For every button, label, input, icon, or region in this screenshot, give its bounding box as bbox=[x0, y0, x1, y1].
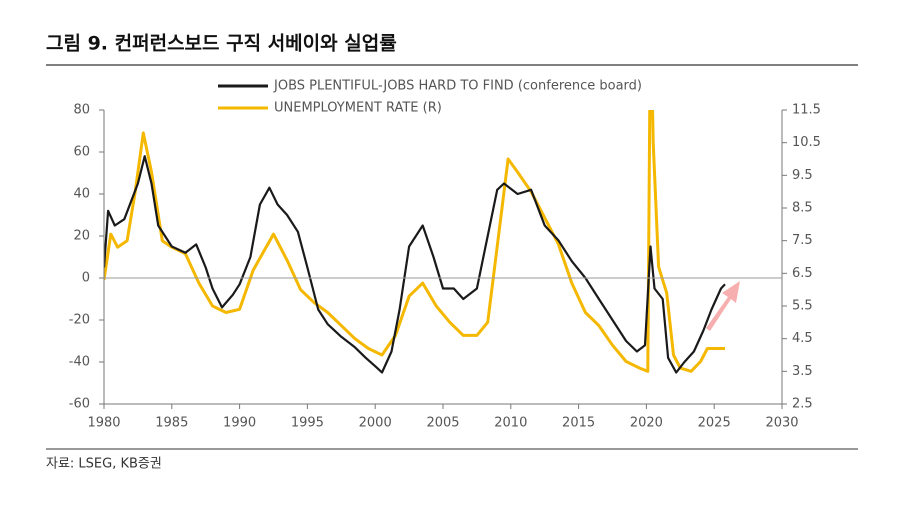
series-line bbox=[104, 155, 726, 374]
source: 자료: LSEG, KB증권 bbox=[46, 457, 162, 472]
y2-tick-label: 8.5 bbox=[792, 201, 813, 216]
x-tick-label: 2030 bbox=[765, 416, 798, 431]
x-tick-label: 2005 bbox=[426, 416, 459, 431]
x-tick-label: 2025 bbox=[698, 416, 731, 431]
x-tick-label: 2015 bbox=[562, 416, 595, 431]
y2-tick-label: 7.5 bbox=[792, 233, 813, 248]
y2-tick-label: 2.5 bbox=[792, 397, 813, 412]
y-tick-label: 40 bbox=[73, 187, 90, 202]
y2-tick-label: 5.5 bbox=[792, 299, 813, 314]
y2-tick-label: 10.5 bbox=[792, 135, 821, 150]
y2-tick-label: 4.5 bbox=[792, 331, 813, 346]
legend-label: UNEMPLOYMENT RATE (R) bbox=[274, 101, 442, 116]
x-tick-label: 2020 bbox=[630, 416, 663, 431]
y2-tick-label: 3.5 bbox=[792, 364, 813, 379]
series-line bbox=[104, 110, 725, 373]
x-tick-label: 1990 bbox=[223, 416, 256, 431]
x-tick-label: 2010 bbox=[494, 416, 527, 431]
y2-tick-label: 9.5 bbox=[792, 168, 813, 183]
x-tick-label: 1995 bbox=[291, 416, 324, 431]
y-tick-label: -40 bbox=[69, 355, 90, 370]
x-tick-label: 1985 bbox=[155, 416, 188, 431]
y-tick-label: -20 bbox=[69, 313, 90, 328]
y2-tick-label: 11.5 bbox=[792, 103, 821, 118]
x-tick-label: 1980 bbox=[87, 416, 120, 431]
y-tick-label: -60 bbox=[69, 397, 90, 412]
y-tick-label: 0 bbox=[82, 271, 90, 286]
trend-arrow bbox=[706, 281, 740, 331]
chart-title: 그림 9. 컨퍼런스보드 구직 서베이와 실업률 bbox=[46, 33, 397, 55]
x-tick-label: 2000 bbox=[359, 416, 392, 431]
legend-label: JOBS PLENTIFUL-JOBS HARD TO FIND (confer… bbox=[273, 79, 642, 94]
y2-tick-label: 6.5 bbox=[792, 266, 813, 281]
y-tick-label: 20 bbox=[73, 229, 90, 244]
y-tick-label: 80 bbox=[73, 103, 90, 118]
y-tick-label: 60 bbox=[73, 145, 90, 160]
